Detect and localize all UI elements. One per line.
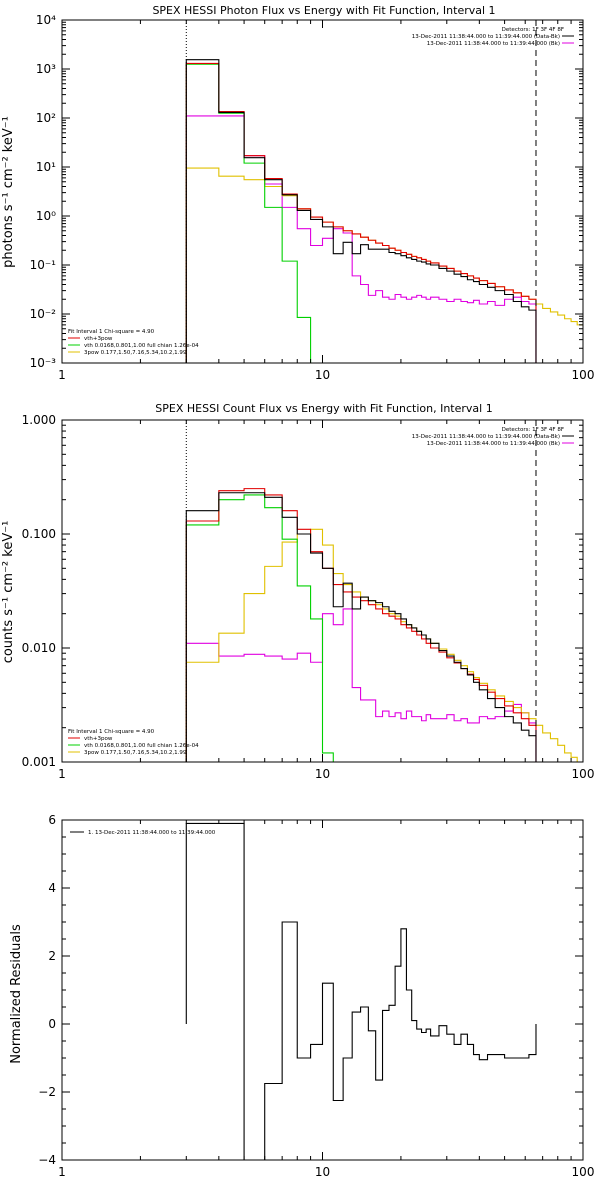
plot-group-3: 1 10 100 −4 −2 0 2 4 6 <box>38 813 594 1179</box>
y-tick-label: 1.000 <box>22 413 56 427</box>
legend-bk: 13-Dec-2011 11:38:44.000 to 11:39:44.000… <box>427 441 560 447</box>
y-tick-label: 10² <box>36 111 56 125</box>
legend-detectors: Detectors: 1F 3F 4F 8F <box>502 427 564 433</box>
legend-pow: 3pow 0.177,1.50,7.16,5.34,10.2,1.99 <box>84 750 187 756</box>
series-bk <box>185 608 537 762</box>
series-3pow <box>185 167 583 363</box>
legend-detectors: Detectors: 1F 3F 4F 8F <box>502 27 564 33</box>
legend-left-panel-1: Fit Interval 1 Chi-square = 4.90 vth+3po… <box>68 329 199 356</box>
x-tick-label: 10 <box>315 1165 330 1179</box>
x-tick-label: 1 <box>58 368 66 382</box>
legend-data-bk: 13-Dec-2011 11:38:44.000 to 11:39:44.000… <box>412 34 560 40</box>
x-tick-label: 10 <box>315 368 330 382</box>
plot-frame <box>61 19 584 364</box>
x-tick-label: 10 <box>315 767 330 781</box>
series-data-bk <box>185 492 537 762</box>
series-vth <box>185 494 334 762</box>
y-tick-label: 0.100 <box>22 527 56 541</box>
y-tick-label: −2 <box>38 1085 56 1099</box>
legend-vth: vth 0.0168,0.801,1.00 full chian 1.26e-0… <box>84 743 199 749</box>
legend-residual: 1. 13-Dec-2011 11:38:44.000 to 11:39:44.… <box>88 830 216 836</box>
series-data-bk <box>185 59 537 363</box>
series-vth-3pow <box>185 62 537 363</box>
legend-vth: vth 0.0168,0.801,1.00 full chian 1.26e-0… <box>84 343 199 349</box>
y-tick-label: 10⁰ <box>36 209 56 223</box>
y-axis-label: counts s⁻¹ cm⁻² keV⁻¹ <box>1 521 16 664</box>
series-vth-3pow <box>185 488 537 762</box>
legend-bk: 13-Dec-2011 11:38:44.000 to 11:39:44.000… <box>427 41 560 47</box>
legend-panel-3: 1. 13-Dec-2011 11:38:44.000 to 11:39:44.… <box>70 830 216 836</box>
series-1-13-dec-2011-11-38-44-000-to-11-39-44-000 <box>185 822 537 1160</box>
y-tick-label: −4 <box>38 1153 56 1167</box>
legend-pow: 3pow 0.177,1.50,7.16,5.34,10.2,1.99 <box>84 350 187 356</box>
plot-group-1: 1 10 100 10⁻³ 10⁻² 10⁻¹ 10⁰ 10¹ 10² 10³ 10⁴ <box>30 13 595 382</box>
panel-title: SPEX HESSI Count Flux vs Energy with Fit… <box>155 402 492 415</box>
series-bk <box>185 115 537 363</box>
series-vth <box>185 63 324 363</box>
x-tick-label: 100 <box>572 767 595 781</box>
x-tick-label: 100 <box>572 368 595 382</box>
y-tick-label: 10⁻³ <box>30 356 57 370</box>
x-tick-label: 100 <box>572 1165 595 1179</box>
y-tick-label: 6 <box>48 813 56 827</box>
y-tick-label: 0.001 <box>22 755 56 769</box>
plot-group-2: 1 10 100 0.001 0.010 0.100 1.000 <box>22 413 595 781</box>
legend-fit-interval: Fit Interval 1 Chi-square = 4.90 <box>68 729 155 735</box>
legend-fit: vth+3pow <box>84 736 113 742</box>
y-tick-label: 0.010 <box>22 641 56 655</box>
y-tick-label: 4 <box>48 881 56 895</box>
panel-title: SPEX HESSI Photon Flux vs Energy with Fi… <box>152 4 495 17</box>
legend-data-bk: 13-Dec-2011 11:38:44.000 to 11:39:44.000… <box>412 434 560 440</box>
series-3pow <box>185 528 583 762</box>
y-tick-label: 10⁻² <box>30 307 57 321</box>
y-tick-label: 2 <box>48 949 56 963</box>
x-tick-label: 1 <box>58 767 66 781</box>
panel-photon-flux: SPEX HESSI Photon Flux vs Energy with Fi… <box>1 4 496 268</box>
y-axis-label: Normalized Residuals <box>9 924 24 1064</box>
legend-fit-interval: Fit Interval 1 Chi-square = 4.90 <box>68 329 155 335</box>
panel-count-flux: SPEX HESSI Count Flux vs Energy with Fit… <box>1 402 493 663</box>
y-tick-label: 0 <box>48 1017 56 1031</box>
y-axis-label: photons s⁻¹ cm⁻² keV⁻¹ <box>1 116 16 268</box>
x-tick-label: 1 <box>58 1165 66 1179</box>
y-tick-label: 10⁴ <box>36 13 56 27</box>
y-tick-label: 10³ <box>36 62 56 76</box>
panel-residuals: Normalized Residuals <box>9 924 24 1064</box>
y-tick-label: 10⁻¹ <box>30 258 57 272</box>
legend-right-panel-1: Detectors: 1F 3F 4F 8F 13-Dec-2011 11:38… <box>412 27 574 47</box>
y-tick-label: 10¹ <box>36 160 56 174</box>
legend-fit: vth+3pow <box>84 336 113 342</box>
legend-left-panel-2: Fit Interval 1 Chi-square = 4.90 vth+3po… <box>68 729 199 756</box>
legend-right-panel-2: Detectors: 1F 3F 4F 8F 13-Dec-2011 11:38… <box>412 427 574 447</box>
